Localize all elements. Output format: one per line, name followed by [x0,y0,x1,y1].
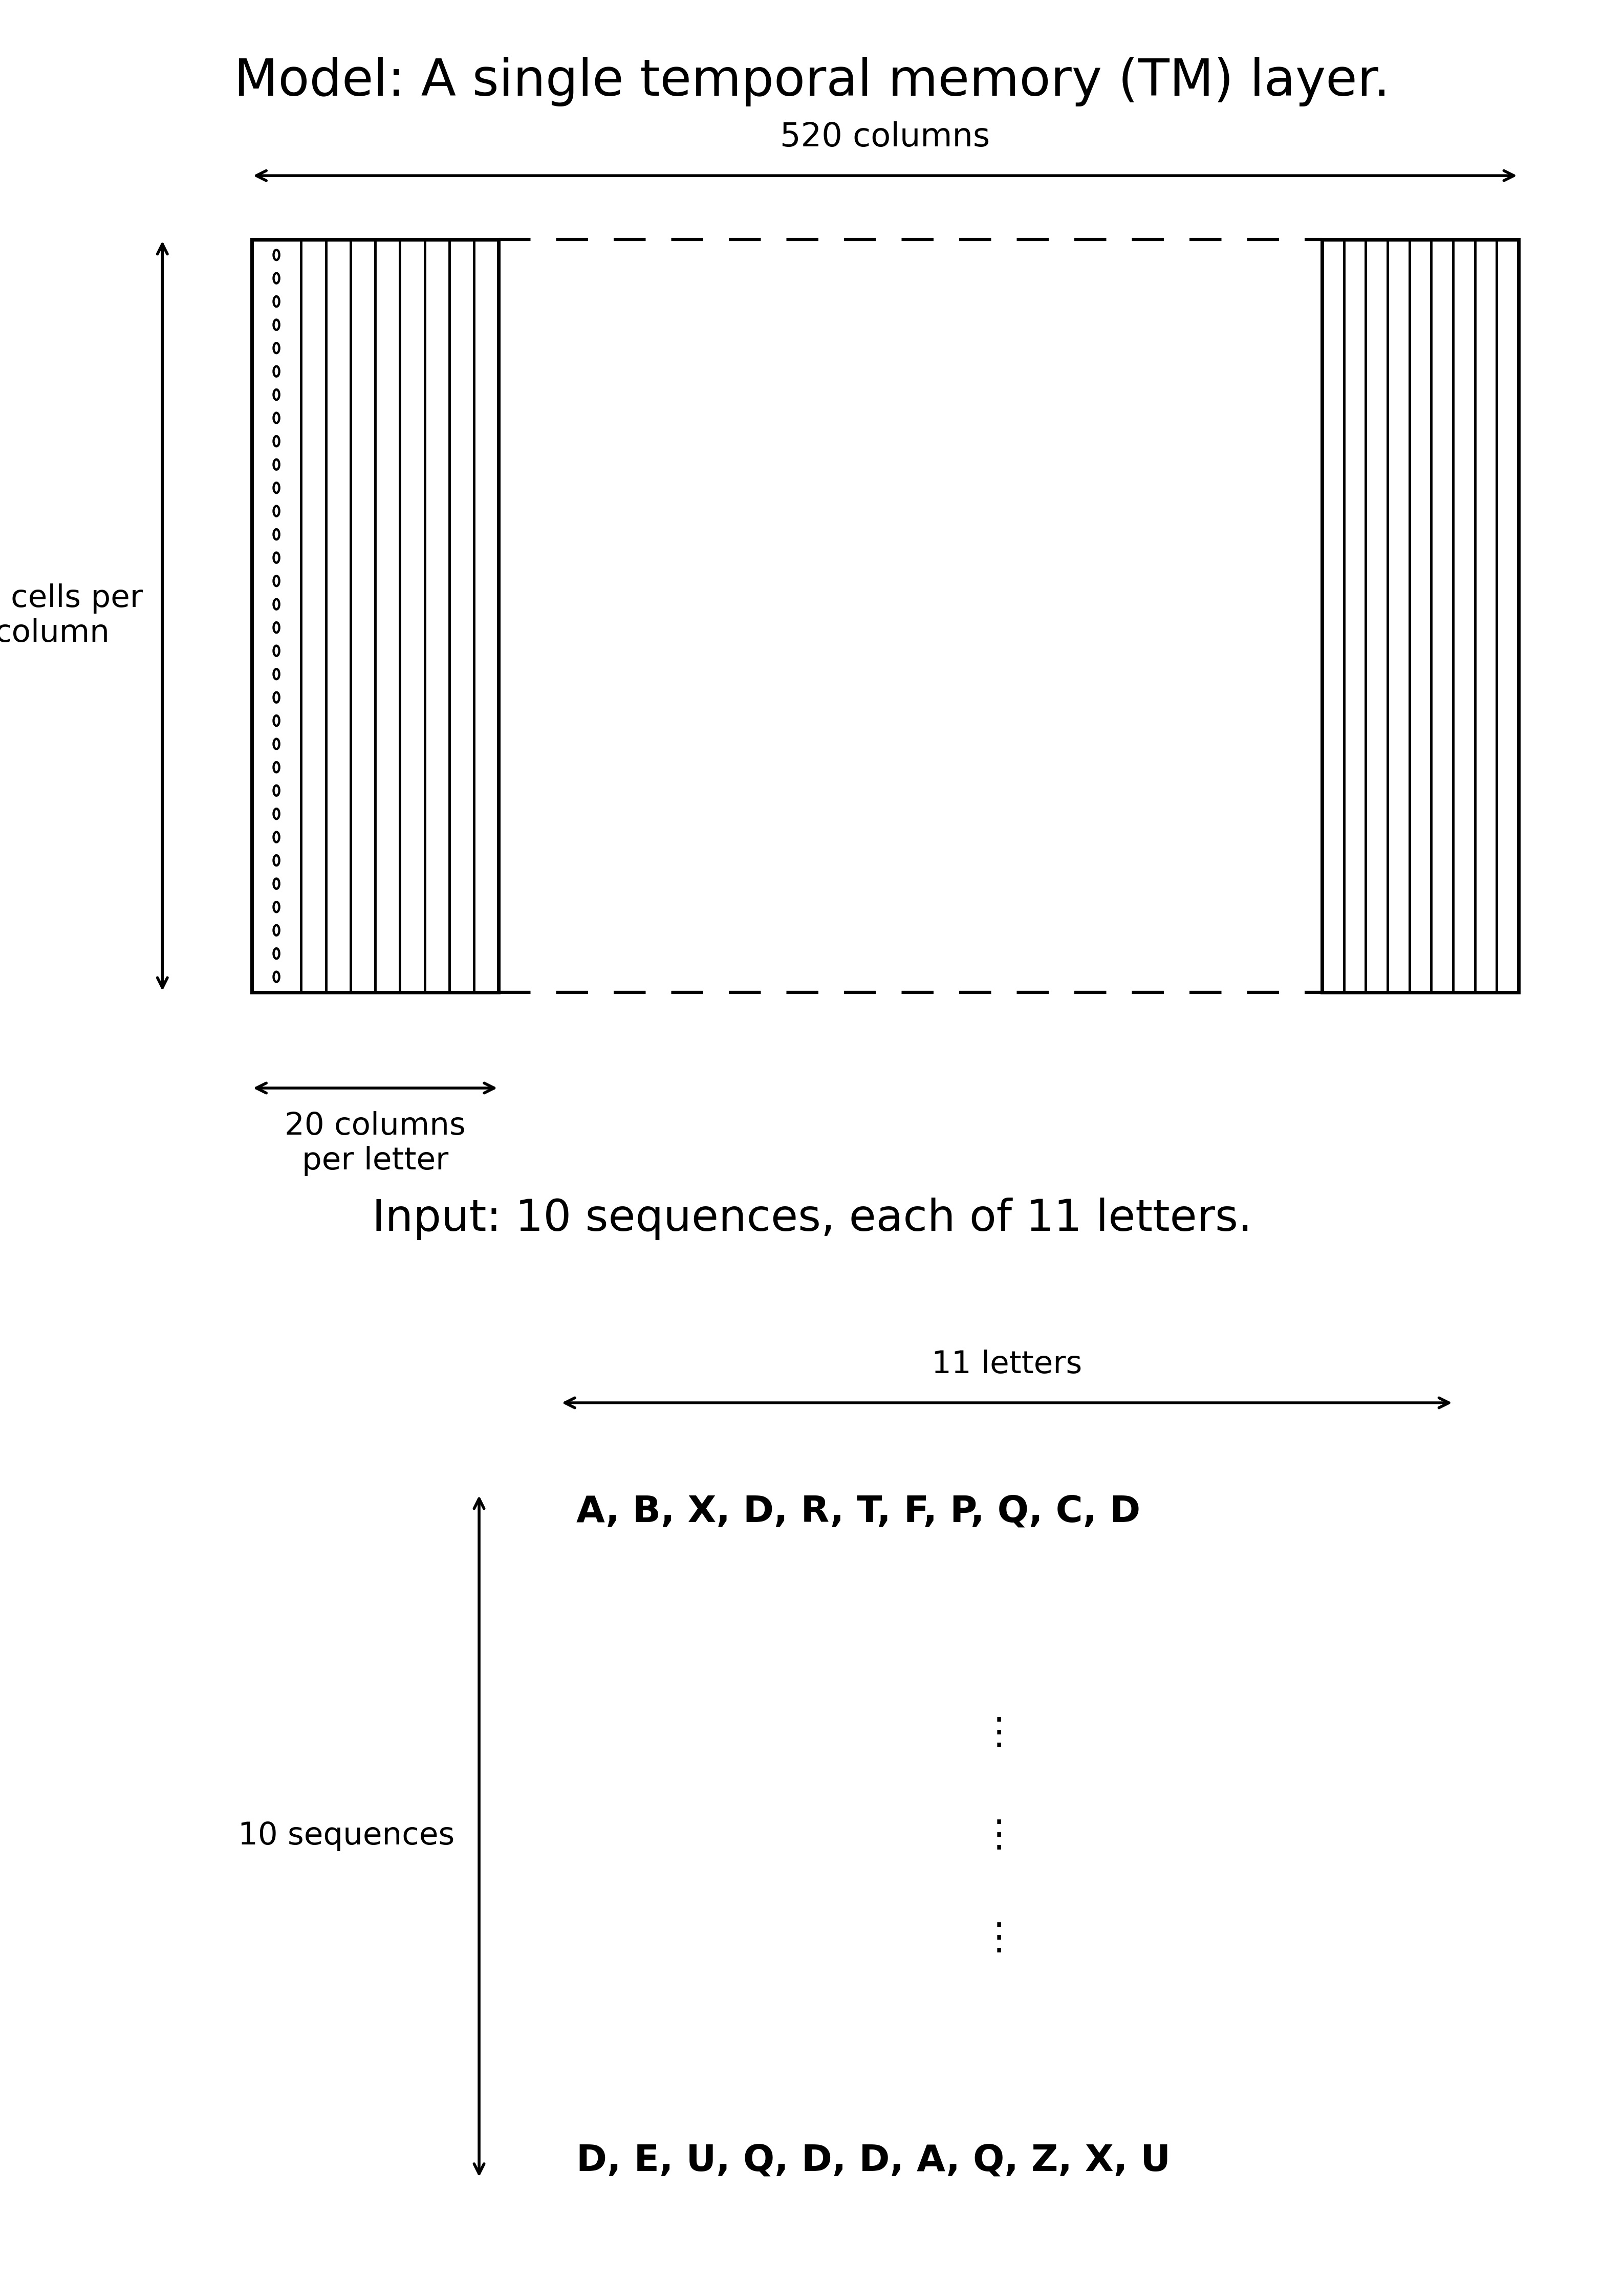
Bar [252,240,499,992]
Text: 20 columns
per letter: 20 columns per letter [284,1111,466,1177]
Text: ⋮: ⋮ [981,1715,1017,1752]
Bar [1322,240,1518,992]
Text: 32 cells per
column: 32 cells per column [0,584,143,648]
Text: 10 sequences: 10 sequences [239,1820,455,1852]
Text: A, B, X, D, R, T, F, P, Q, C, D: A, B, X, D, R, T, F, P, Q, C, D [577,1494,1140,1528]
Text: 11 letters: 11 letters [932,1350,1082,1380]
Text: Input: 10 sequences, each of 11 letters.: Input: 10 sequences, each of 11 letters. [372,1198,1252,1241]
Text: Model: A single temporal memory (TM) layer.: Model: A single temporal memory (TM) lay… [234,57,1390,107]
Text: ⋮: ⋮ [981,1921,1017,1957]
Text: 520 columns: 520 columns [780,121,991,153]
Text: D, E, U, Q, D, D, A, Q, Z, X, U: D, E, U, Q, D, D, A, Q, Z, X, U [577,2144,1171,2178]
Text: ⋮: ⋮ [981,1818,1017,1854]
